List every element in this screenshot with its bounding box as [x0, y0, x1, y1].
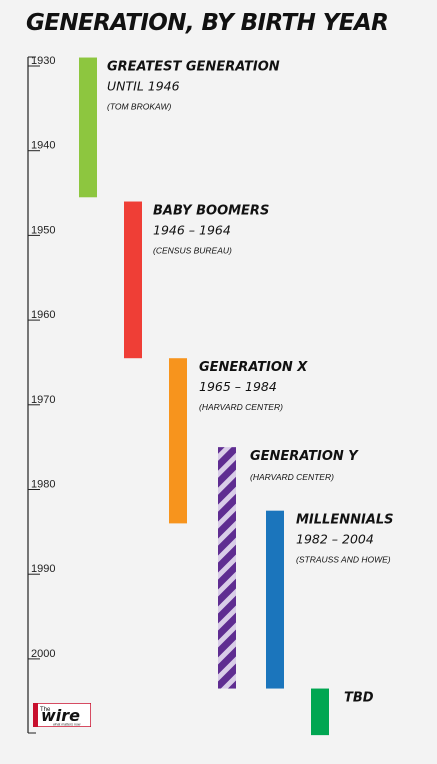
generation-name: GENERATION Y: [250, 449, 359, 464]
axis-tick-label: 1950: [31, 224, 55, 236]
generation-source: (STRAUSS AND HOWE): [296, 555, 391, 565]
logo-small-text: The: [40, 707, 51, 713]
generation-name: GREATEST GENERATION: [107, 60, 280, 75]
generation-source: (HARVARD CENTER): [199, 402, 283, 412]
generation-bar: [79, 57, 97, 198]
generation-range: 1982 – 2004: [296, 532, 374, 547]
generation-name: MILLENNIALS: [296, 513, 394, 528]
generation-bar: [266, 510, 284, 689]
generation-name: GENERATION X: [199, 360, 308, 375]
axis-tick-label: 1960: [31, 309, 55, 321]
generation-source: (HARVARD CENTER): [250, 472, 334, 482]
axis-tick-label: 1980: [31, 479, 55, 491]
axis-tick-label: 1930: [31, 55, 55, 67]
generation-range: UNTIL 1946: [107, 79, 180, 94]
logo-wordmark: wire: [41, 706, 80, 725]
generation-bar: [311, 688, 329, 736]
axis-tick-label: 1990: [31, 563, 55, 575]
generation-name: TBD: [344, 691, 374, 706]
axis-tick-label: 1940: [31, 140, 55, 152]
axis-tick-label: 1970: [31, 394, 55, 406]
generation-bar: [218, 447, 236, 689]
axis-tick-label: 2000: [31, 648, 55, 660]
logo-tagline: what matters now: [53, 723, 81, 727]
generation-name: BABY BOOMERS: [153, 204, 269, 219]
wire-logo: The wire what matters now: [33, 703, 91, 727]
generation-bar: [169, 358, 187, 524]
generation-range: 1946 – 1964: [153, 223, 231, 238]
generation-range: 1965 – 1984: [199, 379, 277, 394]
chart-title: GENERATION, BY BIRTH YEAR: [26, 10, 389, 36]
generation-source: (TOM BROKAW): [107, 102, 172, 112]
generation-source: (CENSUS BUREAU): [153, 246, 232, 256]
generation-bar: [124, 201, 142, 359]
